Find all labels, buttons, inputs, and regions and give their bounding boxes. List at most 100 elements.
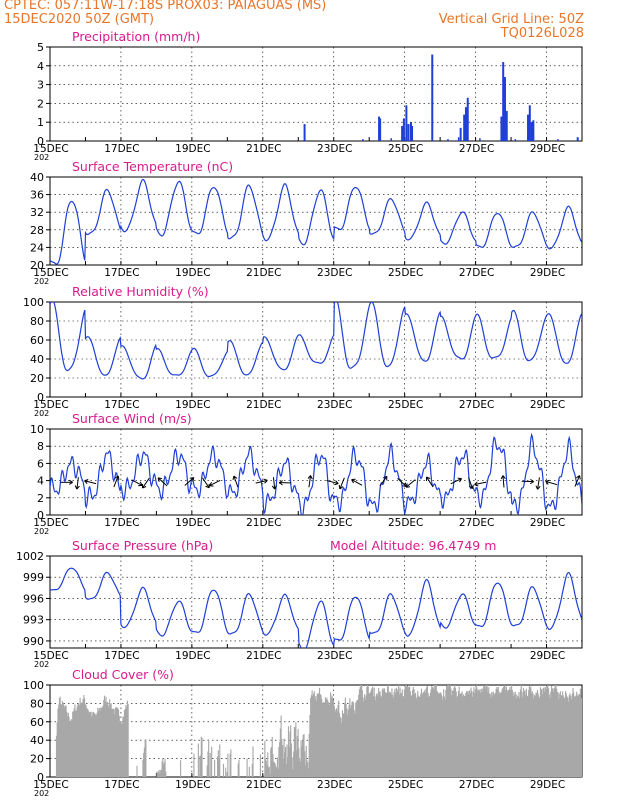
cloud-bar	[145, 739, 147, 777]
cloud-bar	[574, 696, 576, 777]
cloud-bar	[268, 766, 270, 777]
cloud-bar	[500, 692, 502, 777]
cloud-bar	[126, 700, 128, 777]
cloud-bar	[412, 689, 414, 777]
cloud-bar	[207, 751, 209, 777]
cloud-bar	[477, 689, 479, 777]
cloud-bar	[427, 693, 429, 777]
y-tick-label: 0	[37, 135, 44, 148]
panel-title: Cloud Cover (%)	[72, 667, 174, 682]
cloud-bar	[276, 767, 278, 777]
y-tick-label: 0	[37, 391, 44, 404]
y-tick-label: 20	[30, 372, 44, 385]
cloud-bar	[579, 688, 581, 777]
cloud-bar	[378, 691, 380, 777]
cloud-bar	[310, 697, 312, 777]
y-tick-label: 40	[30, 171, 44, 184]
cloud-bar	[334, 709, 336, 777]
cloud-bar	[385, 692, 387, 777]
cloud-bar	[365, 695, 367, 777]
cloud-bar	[490, 697, 492, 777]
cloud-bar	[75, 710, 77, 777]
cloud-bar	[318, 687, 321, 777]
cloud-bar	[411, 695, 413, 777]
cloud-bar	[100, 707, 103, 777]
cloud-bar	[159, 773, 161, 777]
cloud-bar	[558, 699, 560, 777]
cloud-bar	[529, 688, 531, 777]
cloud-bar	[497, 689, 499, 777]
cloud-bar	[453, 687, 455, 777]
cloud-bar	[270, 746, 273, 777]
cloud-bar	[321, 702, 324, 777]
x-tick-label: 19DEC	[175, 779, 210, 791]
cloud-bar	[358, 689, 360, 777]
cloud-bar	[55, 735, 58, 777]
y-tick-label: 40	[30, 353, 44, 366]
cloud-bar	[266, 765, 268, 777]
cloud-bar	[573, 696, 576, 777]
cloud-bar	[408, 687, 410, 777]
cloud-bar	[347, 715, 349, 777]
cloud-bar	[454, 687, 457, 777]
x-tick-label: 19DEC	[175, 143, 210, 155]
precip-bar	[514, 139, 517, 141]
cloud-bar	[201, 737, 203, 777]
cloud-bar	[345, 704, 347, 777]
y-tick-label: 60	[30, 716, 44, 729]
cloud-bar	[112, 709, 114, 777]
cloud-bar	[457, 696, 459, 777]
cloud-bar	[519, 698, 521, 777]
precip-bar	[407, 124, 410, 141]
cloud-bar	[575, 695, 577, 777]
cloud-bar	[494, 695, 496, 777]
cloud-bar	[359, 686, 361, 777]
cloud-bar	[485, 686, 487, 777]
cloud-bar	[372, 696, 375, 777]
cloud-bar	[125, 705, 127, 777]
cloud-bar	[103, 699, 105, 777]
cloud-bar	[498, 691, 500, 777]
wind-arrow	[308, 475, 312, 488]
panel-title: Relative Humidity (%)	[72, 284, 209, 299]
cloud-bar	[572, 687, 574, 777]
cloud-bar	[513, 692, 515, 777]
wind-arrow	[574, 475, 581, 487]
cloud-bar	[576, 691, 578, 777]
cloud-bar	[122, 716, 124, 777]
x-tick-label: 15DEC	[33, 650, 68, 662]
cloud-bar	[199, 756, 201, 777]
cloud-bar	[193, 753, 195, 777]
cloud-bar	[531, 691, 533, 777]
cloud-bar	[115, 707, 117, 777]
cloud-bar	[437, 692, 439, 777]
cloud-bar	[107, 704, 109, 777]
cloud-bar	[72, 711, 74, 777]
cloud-bar	[218, 758, 220, 777]
panel-title: Surface Wind (m/s)	[72, 411, 192, 426]
cloud-bar	[362, 697, 364, 777]
precip-bar	[378, 116, 381, 141]
cloud-bar	[516, 696, 519, 777]
cloud-bar	[515, 698, 517, 777]
cloud-bar	[439, 692, 441, 777]
cloud-bar	[475, 685, 477, 777]
wind-arrow-head	[271, 485, 277, 490]
cloud-bar	[487, 692, 489, 777]
cloud-bar	[375, 700, 377, 777]
cloud-bar	[180, 760, 182, 777]
cloud-bar	[512, 696, 514, 777]
x-tick-label: 25DEC	[388, 779, 423, 791]
cloud-bar	[299, 758, 301, 777]
cloud-bar	[483, 685, 485, 777]
precip-bar	[459, 127, 462, 141]
cloud-bar	[328, 704, 330, 777]
cloud-bar	[393, 691, 395, 777]
y-tick-label: 4	[37, 475, 44, 488]
cloud-bar	[117, 707, 119, 777]
x-tick-label: 17DEC	[104, 267, 139, 279]
cloud-bar	[302, 734, 304, 777]
cloud-bar	[370, 689, 372, 777]
cloud-bar	[305, 745, 307, 777]
cloud-bar	[296, 736, 298, 777]
